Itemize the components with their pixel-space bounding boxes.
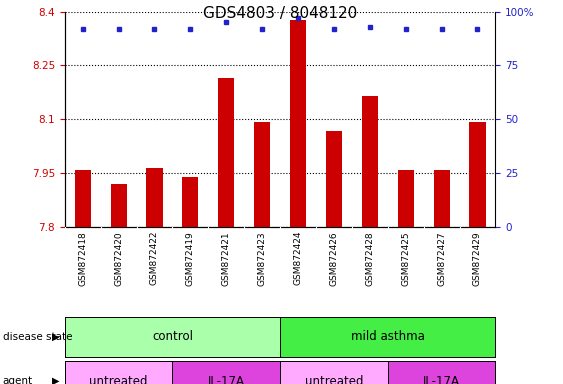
- Text: untreated: untreated: [90, 375, 148, 384]
- Text: GSM872426: GSM872426: [329, 231, 338, 286]
- Bar: [470, 122, 485, 227]
- Text: GSM872427: GSM872427: [437, 231, 446, 286]
- Text: GSM872419: GSM872419: [186, 231, 195, 286]
- Text: ▶: ▶: [52, 332, 59, 342]
- Bar: [326, 131, 342, 227]
- Text: mild asthma: mild asthma: [351, 331, 425, 343]
- Text: GDS4803 / 8048120: GDS4803 / 8048120: [203, 6, 357, 21]
- Text: GSM872420: GSM872420: [114, 231, 123, 286]
- Bar: [182, 177, 198, 227]
- Text: untreated: untreated: [305, 375, 363, 384]
- Text: ▶: ▶: [52, 376, 59, 384]
- Text: GSM872423: GSM872423: [258, 231, 267, 286]
- Text: GSM872418: GSM872418: [78, 231, 87, 286]
- Text: GSM872428: GSM872428: [365, 231, 374, 286]
- Text: agent: agent: [3, 376, 33, 384]
- Bar: [434, 170, 450, 227]
- Text: GSM872421: GSM872421: [222, 231, 231, 286]
- Text: IL-17A: IL-17A: [208, 375, 245, 384]
- Text: disease state: disease state: [3, 332, 72, 342]
- Bar: [397, 170, 414, 227]
- Text: GSM872429: GSM872429: [473, 231, 482, 286]
- Text: IL-17A: IL-17A: [423, 375, 460, 384]
- Text: GSM872422: GSM872422: [150, 231, 159, 285]
- Bar: [362, 96, 378, 227]
- Text: control: control: [152, 331, 193, 343]
- Bar: [290, 20, 306, 227]
- Bar: [110, 184, 127, 227]
- Bar: [218, 78, 234, 227]
- Bar: [146, 169, 163, 227]
- Bar: [254, 122, 270, 227]
- Text: GSM872424: GSM872424: [293, 231, 302, 285]
- Bar: [75, 170, 91, 227]
- Text: GSM872425: GSM872425: [401, 231, 410, 286]
